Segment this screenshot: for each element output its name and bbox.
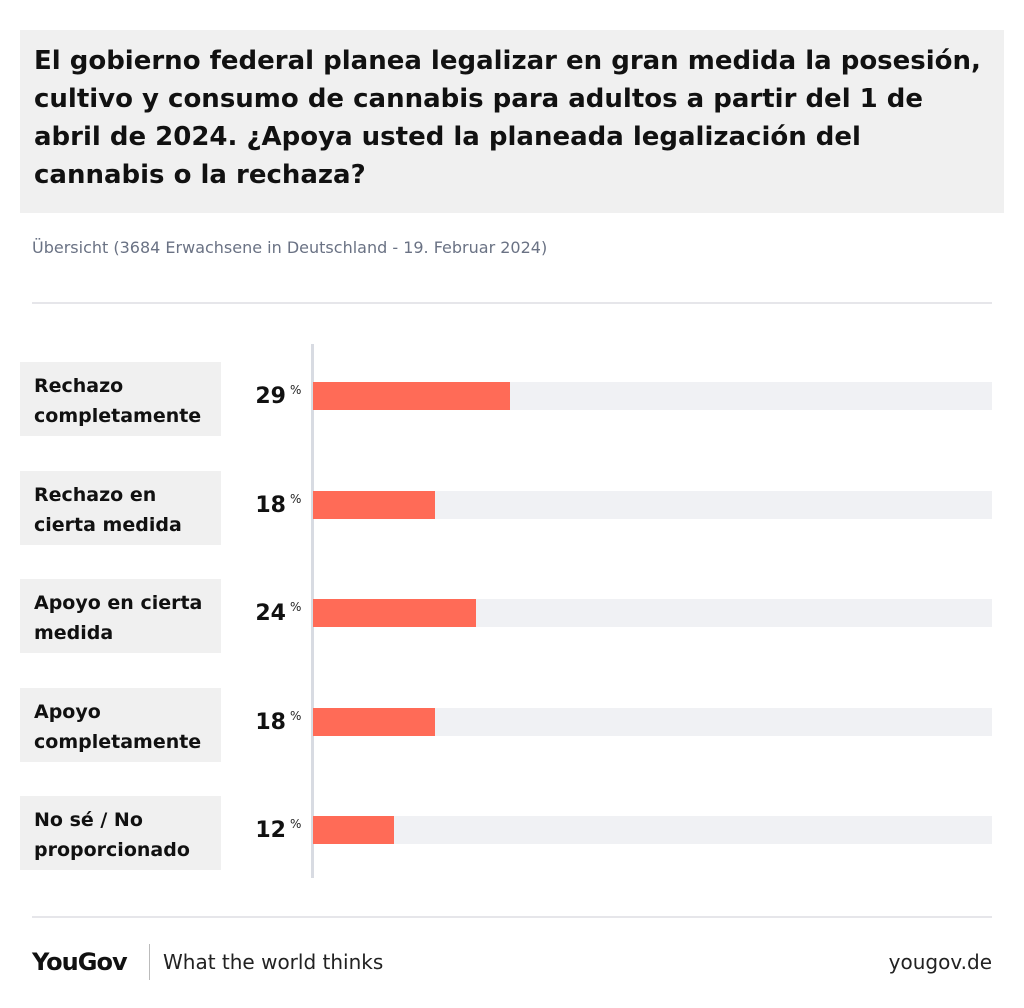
bar-track xyxy=(313,816,992,844)
value-label: 24 xyxy=(255,601,286,626)
chart-axis-line xyxy=(311,344,314,878)
category-label: Apoyo en cierta medida xyxy=(20,579,221,653)
footer-url: yougov.de xyxy=(888,950,992,974)
footer-tagline: What the world thinks xyxy=(163,950,384,974)
percent-sign: % xyxy=(290,817,302,831)
bar xyxy=(313,490,435,519)
value-label: 18 xyxy=(255,709,286,735)
yougov-logo: YouGov xyxy=(32,948,128,976)
footer-separator xyxy=(149,944,150,980)
percent-sign: % xyxy=(290,491,302,506)
category-label: No sé / No proporcionado xyxy=(20,796,221,870)
category-label: Rechazo en cierta medida xyxy=(20,470,221,545)
value-label: 29 xyxy=(255,384,286,409)
category-label: Rechazo completamente xyxy=(20,362,221,436)
bar xyxy=(313,382,510,410)
bottom-divider xyxy=(32,916,992,918)
bar xyxy=(313,599,476,627)
category-label: Apoyo completamente xyxy=(20,687,221,762)
value-label: 18 xyxy=(255,492,286,518)
percent-sign: % xyxy=(290,600,302,614)
percent-sign: % xyxy=(290,383,302,397)
top-divider xyxy=(32,302,992,304)
title-panel: El gobierno federal planea legalizar en … xyxy=(20,30,1004,213)
bar xyxy=(313,707,435,736)
percent-sign: % xyxy=(290,708,302,723)
chart-subtitle: Übersicht (3684 Erwachsene in Deutschlan… xyxy=(32,238,548,257)
value-label: 12 xyxy=(255,818,286,843)
bar xyxy=(313,816,394,844)
chart-title: El gobierno federal planea legalizar en … xyxy=(34,46,981,190)
